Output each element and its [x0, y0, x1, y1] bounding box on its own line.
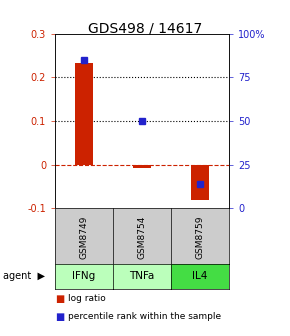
- Text: log ratio: log ratio: [68, 294, 106, 303]
- Text: IFNg: IFNg: [72, 271, 96, 281]
- Text: GSM8749: GSM8749: [79, 216, 89, 259]
- Text: agent  ▶: agent ▶: [3, 271, 45, 281]
- Text: TNFa: TNFa: [129, 271, 155, 281]
- Bar: [191, 165, 209, 201]
- Text: GSM8754: GSM8754: [137, 216, 147, 259]
- Text: ■: ■: [55, 294, 64, 304]
- Text: GSM8759: GSM8759: [195, 216, 205, 259]
- Text: IL4: IL4: [192, 271, 208, 281]
- Text: ■: ■: [55, 312, 64, 323]
- Text: percentile rank within the sample: percentile rank within the sample: [68, 312, 221, 322]
- Text: GDS498 / 14617: GDS498 / 14617: [88, 22, 202, 36]
- Bar: [75, 63, 93, 165]
- Bar: [133, 165, 151, 168]
